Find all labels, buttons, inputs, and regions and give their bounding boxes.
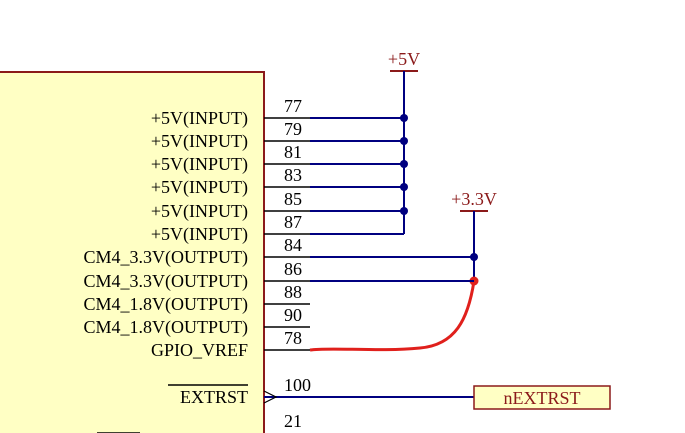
pin-number: 90 — [284, 305, 302, 325]
pin-number: 86 — [284, 259, 302, 279]
pin-name: +5V(INPUT) — [151, 108, 248, 129]
power-label: +5V — [388, 49, 420, 69]
pin-number: 78 — [284, 328, 302, 348]
junction — [400, 183, 408, 191]
pin-name: CM4_1.8V(OUTPUT) — [84, 294, 249, 315]
pin-number: 21 — [284, 411, 302, 431]
pin-number: 77 — [284, 96, 302, 116]
pin-name: GPIO_VREF — [151, 340, 248, 360]
pin-number: 81 — [284, 142, 302, 162]
pin-name: +5V(INPUT) — [151, 201, 248, 222]
pin-number: 85 — [284, 189, 302, 209]
pin-name: CM4_3.3V(OUTPUT) — [84, 247, 249, 268]
pin-name: +5V(INPUT) — [151, 154, 248, 175]
pin-name: CM4_1.8V(OUTPUT) — [84, 317, 249, 338]
pin-name: EXTRST — [180, 387, 248, 407]
junction — [400, 137, 408, 145]
pin-number: 87 — [284, 212, 302, 232]
junction — [400, 207, 408, 215]
power-label: +3.3V — [451, 189, 497, 209]
pin-number: 84 — [284, 235, 302, 255]
junction — [400, 114, 408, 122]
pin-number: 79 — [284, 119, 302, 139]
pins: +5V(INPUT) 77 +5V(INPUT) 79 +5V(INPUT) 81 +5V(… — [84, 96, 478, 431]
annotation-stroke — [309, 280, 476, 352]
pin-name: +5V(INPUT) — [151, 131, 248, 152]
pin-name: CM4_3.3V(OUTPUT) — [84, 271, 249, 292]
component-body — [0, 71, 265, 433]
pin-number: 83 — [284, 165, 302, 185]
clock-symbol — [263, 390, 278, 404]
pin-number: 88 — [284, 282, 302, 302]
junction — [470, 253, 478, 261]
pin-name: +5V(INPUT) — [151, 177, 248, 198]
net-label-box — [473, 385, 611, 410]
pin-name: +5V(INPUT) — [151, 224, 248, 245]
junction — [400, 160, 408, 168]
pin-number: 100 — [284, 375, 311, 395]
net-label: nEXTRST — [503, 388, 580, 408]
